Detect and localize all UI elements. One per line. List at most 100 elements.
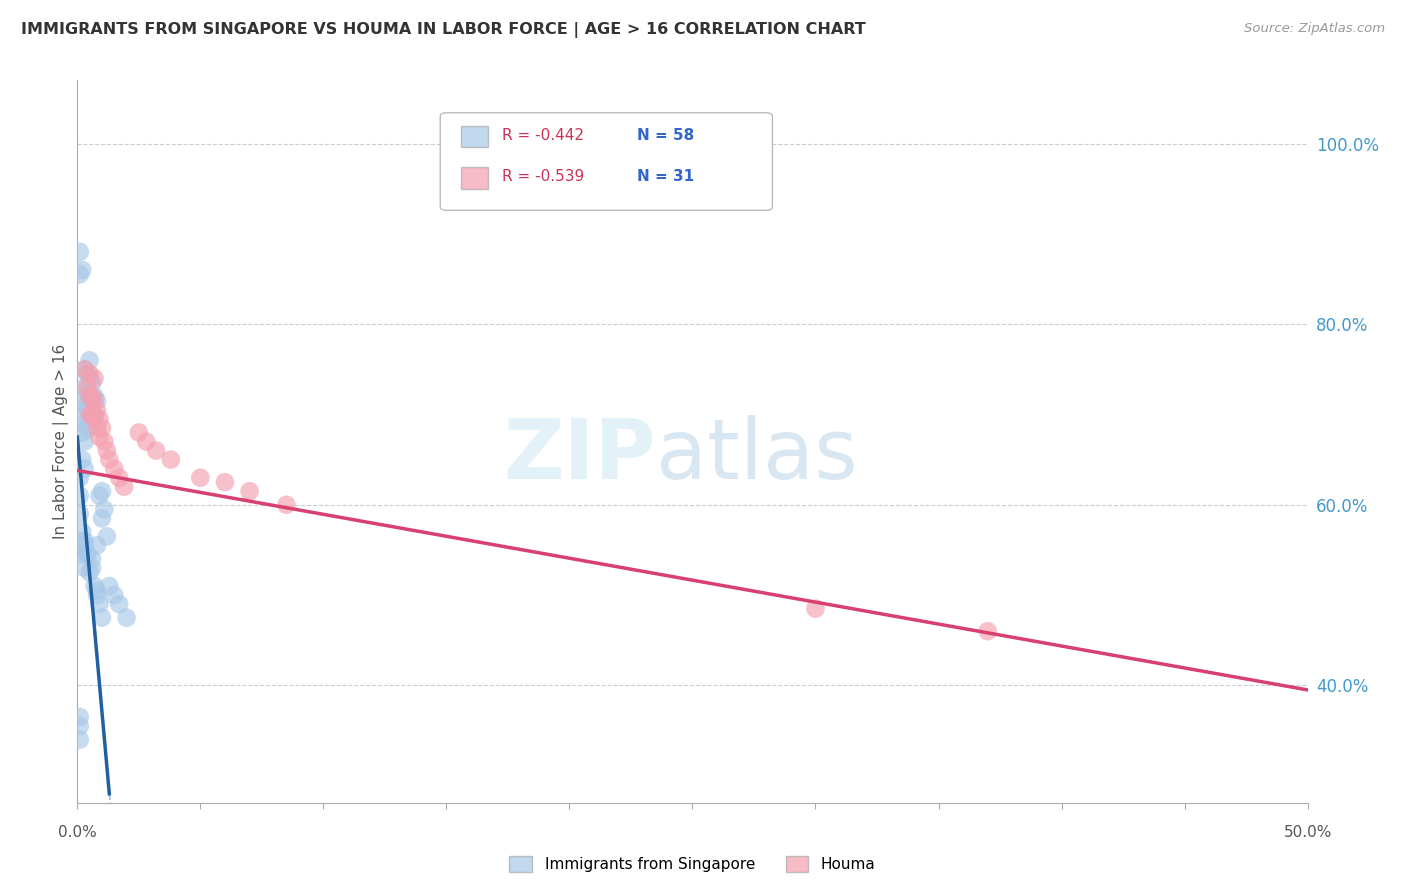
Point <box>89 430 111 444</box>
Text: R = -0.442: R = -0.442 <box>502 128 583 144</box>
Point <box>82 412 104 426</box>
Point <box>83 393 105 408</box>
Point <box>90 511 114 525</box>
Point <box>70 524 93 539</box>
Point <box>79 367 101 381</box>
Point <box>70 548 93 562</box>
Point <box>83 412 105 426</box>
Point <box>82 552 104 566</box>
Point <box>76 403 98 417</box>
Point <box>79 566 101 580</box>
Point <box>76 421 98 435</box>
Point <box>73 434 96 449</box>
Point <box>76 384 98 399</box>
Point <box>73 399 96 413</box>
Point <box>86 393 108 408</box>
Point <box>73 380 96 394</box>
Point <box>108 597 131 611</box>
Text: N = 31: N = 31 <box>637 169 695 185</box>
Point <box>79 389 101 403</box>
Point <box>76 548 98 562</box>
Point <box>73 417 96 431</box>
Point <box>76 548 98 562</box>
Point <box>86 583 108 598</box>
Point <box>69 710 91 724</box>
Text: Source: ZipAtlas.com: Source: ZipAtlas.com <box>1244 22 1385 36</box>
Point <box>90 421 114 435</box>
Point <box>82 393 104 408</box>
Point <box>239 484 262 499</box>
Point <box>79 353 101 368</box>
Point <box>69 732 91 747</box>
Point <box>86 421 108 435</box>
Point <box>103 461 125 475</box>
Point <box>69 489 91 503</box>
Point <box>83 408 105 422</box>
Point <box>96 529 118 543</box>
Point <box>69 471 91 485</box>
Point <box>98 452 121 467</box>
Point <box>103 588 125 602</box>
Point <box>98 579 121 593</box>
Point <box>190 471 212 485</box>
Text: IMMIGRANTS FROM SINGAPORE VS HOUMA IN LABOR FORCE | AGE > 16 CORRELATION CHART: IMMIGRANTS FROM SINGAPORE VS HOUMA IN LA… <box>21 22 866 38</box>
Point <box>79 371 101 385</box>
Point <box>70 408 93 422</box>
Point <box>89 597 111 611</box>
Point <box>70 389 93 403</box>
Point <box>73 538 96 552</box>
Point <box>83 371 105 385</box>
Point <box>76 380 98 394</box>
Point <box>96 443 118 458</box>
Point <box>214 475 236 490</box>
Point <box>73 533 96 548</box>
Point <box>86 403 108 417</box>
Point <box>83 579 105 593</box>
Point <box>70 533 93 548</box>
Point <box>70 452 93 467</box>
Point <box>977 624 1000 639</box>
Point <box>86 538 108 552</box>
Point <box>76 367 98 381</box>
Point <box>69 719 91 733</box>
Point <box>69 244 91 259</box>
Point <box>69 268 91 282</box>
Point <box>73 561 96 575</box>
Text: 50.0%: 50.0% <box>1284 825 1331 840</box>
FancyBboxPatch shape <box>440 112 772 211</box>
Point <box>89 412 111 426</box>
FancyBboxPatch shape <box>461 167 488 188</box>
Point <box>82 561 104 575</box>
Point <box>115 610 138 624</box>
Point <box>804 601 827 615</box>
Point <box>79 408 101 422</box>
Y-axis label: In Labor Force | Age > 16: In Labor Force | Age > 16 <box>53 344 69 539</box>
Point <box>93 434 115 449</box>
Point <box>112 480 135 494</box>
Text: ZIP: ZIP <box>503 416 655 497</box>
FancyBboxPatch shape <box>461 126 488 147</box>
Text: R = -0.539: R = -0.539 <box>502 169 583 185</box>
Point <box>128 425 150 440</box>
Point <box>82 376 104 390</box>
Point <box>145 443 167 458</box>
Point <box>73 461 96 475</box>
Point <box>82 408 104 422</box>
Point <box>90 484 114 499</box>
Point <box>135 434 157 449</box>
Text: atlas: atlas <box>655 416 858 497</box>
Point <box>79 389 101 403</box>
Text: 0.0%: 0.0% <box>58 825 97 840</box>
Point <box>89 489 111 503</box>
Point <box>276 498 298 512</box>
Point <box>82 389 104 403</box>
Point <box>86 588 108 602</box>
Point <box>70 263 93 277</box>
Point <box>90 610 114 624</box>
Point <box>73 362 96 376</box>
Point <box>69 507 91 521</box>
Point <box>73 362 96 376</box>
Legend: Immigrants from Singapore, Houma: Immigrants from Singapore, Houma <box>503 850 882 879</box>
Point <box>93 502 115 516</box>
Point <box>160 452 183 467</box>
